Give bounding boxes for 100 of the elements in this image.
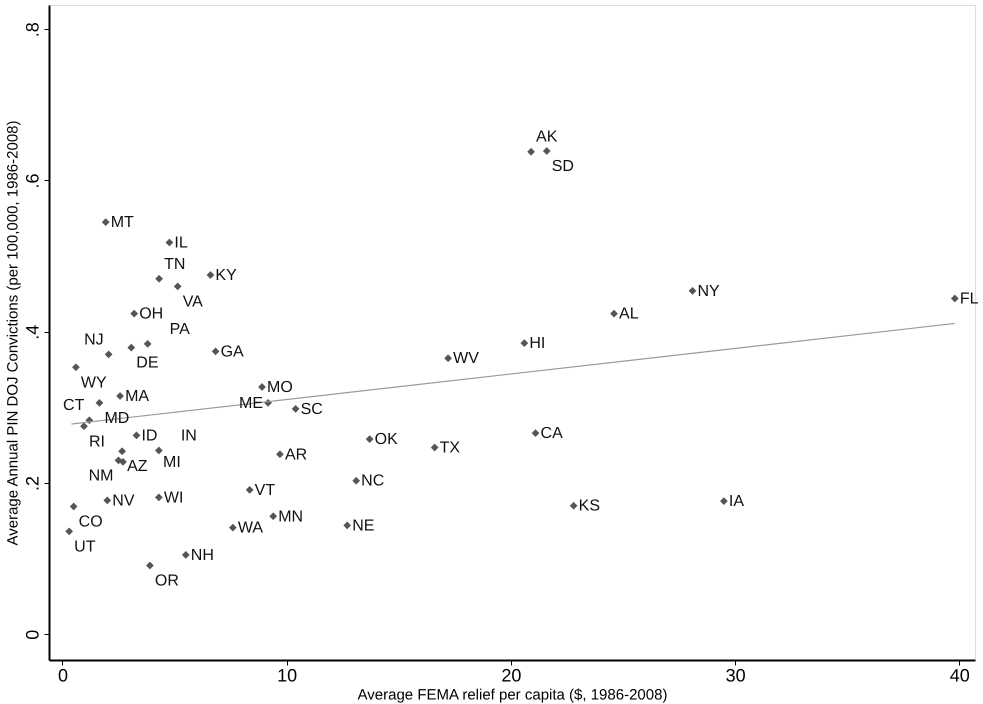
point [542,147,551,155]
point [119,458,127,466]
x-tick-label: 0 [58,666,68,686]
annotation: CO [78,513,103,530]
annotation: TX [440,439,460,456]
point [104,350,113,358]
point [292,405,300,413]
point [352,476,360,485]
annotation: KY [215,267,238,284]
annotation: IL [174,234,188,252]
annotation: NM [88,467,114,484]
annotation: VT [254,482,276,499]
annotation: MT [110,214,134,232]
y-tick-label: .6 [22,173,42,188]
point [132,431,140,440]
annotation: ME [239,394,264,412]
annotation: MN [278,508,304,526]
annotation: GA [220,343,244,360]
annotation: AR [284,446,308,464]
point [103,496,112,504]
annotation: SC [300,400,323,418]
annotation: TN [164,256,186,273]
point [688,287,696,295]
annotation: CT [63,397,85,414]
point [570,502,578,510]
x-axis-title: Average FEMA relief per capita ($, 1986-2008) [358,686,668,704]
annotation: WI [164,489,184,506]
point [206,271,214,279]
point [130,310,138,318]
annotation: CA [540,425,564,442]
point [166,238,174,246]
annotation: IN [180,427,197,444]
annotation: OK [374,431,398,448]
point [174,282,182,290]
point [343,521,352,530]
point [444,354,452,362]
point [80,422,88,430]
annotation: SD [552,158,574,175]
annotation: DE [136,354,159,372]
annotation: NH [190,546,214,564]
annotation: IA [728,493,744,510]
point [146,562,154,570]
point [258,383,266,391]
annotation: AZ [127,458,148,476]
point [228,524,237,532]
point [127,344,136,352]
point [430,444,439,452]
point [155,274,163,283]
point [366,435,374,444]
annotation: UT [74,538,96,556]
point [520,339,528,347]
annotation: HI [529,335,546,352]
y-tick-label: .4 [22,324,42,340]
annotation: MO [267,378,293,396]
annotation: MA [125,388,150,406]
y-tick-label: .2 [22,476,42,492]
annotation: ID [141,427,158,444]
point [212,348,220,356]
point [154,494,163,502]
annotation: NY [697,282,720,300]
point [102,218,110,226]
annotation: OR [154,572,179,590]
point [532,429,540,437]
annotation: WA [238,520,264,537]
point [527,148,535,156]
annotation: PA [170,320,190,338]
point [116,392,124,400]
annotation: OH [139,306,164,323]
annotation: AK [536,128,558,146]
point [72,363,80,372]
annotation: WY [80,374,108,392]
x-tick-label: 20 [501,666,522,686]
x-tick-label: 10 [277,666,298,686]
point [96,398,104,407]
x-tick-label: 40 [950,666,970,686]
point [246,486,254,494]
y-tick-label: .8 [22,22,42,38]
point [118,447,126,456]
y-axis-title: Average Annual PIN DOJ Convictions (per 100,000, 1986-2008) [4,120,22,546]
point [65,528,74,536]
annotation: NC [361,472,384,490]
point [154,446,163,454]
point [182,550,190,559]
point [144,340,152,348]
annotation: MD [104,410,130,427]
annotation: FL [960,290,979,308]
annotation: AL [619,306,639,323]
annotation: WV [453,350,480,368]
annotation: NV [112,492,135,510]
point [269,512,278,520]
annotation: VA [182,293,204,310]
y-tick-label: 0 [22,630,42,640]
point [70,502,78,510]
annotation: RI [88,433,105,450]
annotation: NJ [84,331,104,348]
annotation: MI [162,454,181,471]
x-tick-label: 30 [726,666,746,686]
point [610,310,618,318]
annotation: KS [578,498,600,515]
point [950,294,959,302]
